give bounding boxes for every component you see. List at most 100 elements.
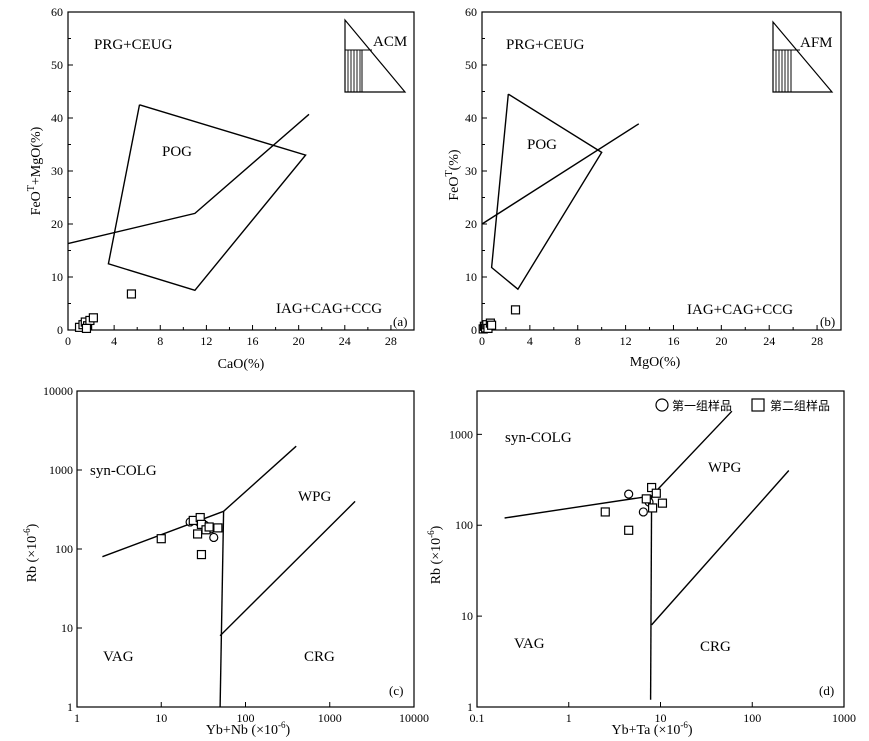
y-tick-label: 50 [51, 58, 63, 72]
square-data-point [126, 289, 137, 299]
legend-group2: 第二组样品 [770, 398, 830, 413]
legend-circle-marker [655, 398, 669, 412]
y-axis-label: Rb (×10-6) [22, 523, 40, 582]
panel-label: (d) [819, 683, 834, 698]
y-tick-label: 20 [51, 217, 63, 231]
y-tick-label: 50 [465, 58, 477, 72]
square-data-point [192, 529, 203, 539]
square-data-point [156, 534, 166, 544]
square-data-point [204, 522, 214, 532]
square-data-point [88, 313, 98, 323]
boundary-line [481, 123, 640, 225]
boundary-lines [102, 445, 356, 708]
boundary-line [67, 113, 310, 245]
region-label-syn-colg: syn-COLG [90, 463, 157, 479]
panel-label: (c) [389, 683, 403, 698]
x-tick-label: 20 [293, 334, 305, 348]
y-tick-label: 10000 [43, 384, 73, 398]
y-tick-label: 100 [55, 542, 73, 556]
square-data-point [651, 488, 661, 498]
y-tick-label: 0 [471, 323, 477, 337]
square-data-point [486, 320, 497, 330]
region-label-vag: VAG [514, 636, 545, 652]
square-data-point [647, 482, 657, 493]
y-tick-label: 10 [461, 609, 473, 623]
x-tick-label: 1000 [318, 711, 342, 725]
region-label-crg: CRG [700, 639, 731, 655]
region-label-prg-ceug: PRG+CEUG [506, 37, 585, 53]
y-tick-label: 60 [465, 5, 477, 19]
square-data-point [213, 523, 223, 533]
x-tick-label: 10 [655, 711, 667, 725]
panel-label: (a) [393, 314, 407, 329]
y-tick-label: 30 [51, 164, 63, 178]
y-tick-label: 30 [465, 164, 477, 178]
square-data-point [510, 305, 521, 315]
y-axis-label: Rb (×10-6) [426, 525, 444, 584]
x-tick-label: 1 [74, 711, 80, 725]
region-label-syn-colg: syn-COLG [505, 430, 572, 446]
y-axis-label: FeOT+MgO(%) [26, 126, 44, 215]
x-tick-label: 24 [339, 334, 351, 348]
boundary-pog [107, 104, 307, 292]
y-tick-label: 1 [467, 700, 473, 714]
x-tick-label: 10000 [399, 711, 429, 725]
legend-square-marker [751, 398, 765, 412]
x-tick-label: 20 [715, 334, 727, 348]
axis-ticks: 0 4 8 12 16 20 24 28 0 10 20 30 40 50 60 [51, 5, 397, 348]
legend-group1: 第一组样品 [672, 398, 732, 413]
y-tick-label: 10 [51, 270, 63, 284]
region-label-iag-cag-ccg: IAG+CAG+CCG [687, 302, 793, 318]
x-axis-label: CaO(%) [218, 357, 265, 372]
y-tick-label: 60 [51, 5, 63, 19]
x-tick-label: 16 [247, 334, 259, 348]
panel-label: (b) [820, 314, 835, 329]
legend: 第一组样品 第二组样品 [655, 398, 830, 413]
boundary-pog [490, 93, 603, 291]
circle-data-point [209, 532, 219, 543]
y-tick-label: 20 [465, 217, 477, 231]
x-tick-label: 8 [157, 334, 163, 348]
x-tick-label: 4 [111, 334, 117, 348]
x-axis-label: Yb+Nb (×10-6) [206, 720, 291, 738]
x-tick-label: 16 [667, 334, 679, 348]
x-tick-label: 12 [620, 334, 632, 348]
axis-ticks: 1 10 100 1000 10000 1 10 100 1000 10000 [43, 384, 429, 725]
x-tick-label: 10 [155, 711, 167, 725]
x-axis-label: Yb+Ta (×10-6) [611, 720, 692, 738]
x-tick-label: 28 [385, 334, 397, 348]
boundary-vag-wpg [649, 495, 653, 700]
acm-inset: ACM [344, 18, 407, 93]
y-tick-label: 100 [455, 518, 473, 532]
data-points [74, 289, 137, 334]
plot-frame [481, 11, 842, 331]
y-tick-label: 10 [61, 621, 73, 635]
y-tick-label: 1 [67, 700, 73, 714]
square-data-point [647, 503, 658, 513]
boundary-wpg-crg [651, 470, 790, 626]
region-label-pog: POG [527, 137, 557, 153]
square-data-point [657, 498, 668, 508]
x-tick-label: 12 [200, 334, 212, 348]
region-label-crg: CRG [304, 649, 335, 665]
region-label-wpg: WPG [298, 489, 332, 505]
data-points [600, 482, 668, 535]
circle-data-point [624, 489, 634, 499]
x-tick-label: 24 [763, 334, 775, 348]
x-tick-label: 0.1 [470, 711, 485, 725]
x-tick-label: 1000 [832, 711, 856, 725]
data-points [478, 305, 521, 334]
region-label-pog: POG [162, 144, 192, 160]
x-tick-label: 1 [566, 711, 572, 725]
square-data-point [196, 549, 207, 560]
boundary-vag-wpg [219, 511, 225, 708]
y-axis-label: FeOT(%) [444, 149, 462, 201]
inset-label: ACM [373, 34, 407, 50]
data-points [156, 512, 223, 560]
x-axis-label: MgO(%) [630, 355, 681, 370]
x-tick-label: 100 [743, 711, 761, 725]
